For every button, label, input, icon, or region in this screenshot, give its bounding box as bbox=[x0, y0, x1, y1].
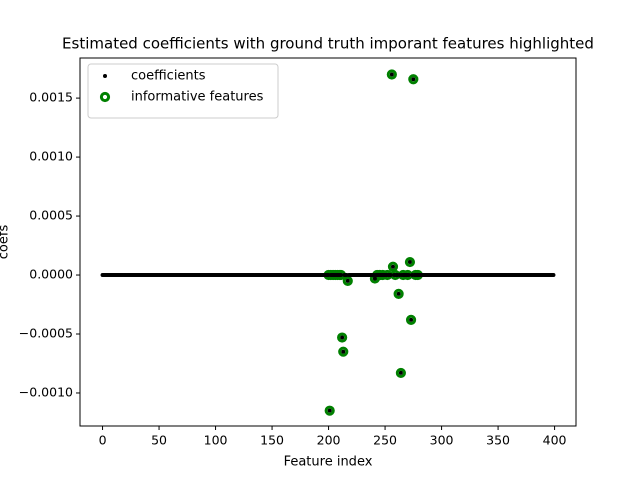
ring-marker bbox=[387, 261, 399, 272]
x-tick-label: 400 bbox=[543, 433, 567, 448]
dot-marker bbox=[340, 335, 345, 340]
legend-label: coefficients bbox=[131, 69, 206, 84]
ring-marker bbox=[338, 346, 349, 357]
dot-marker bbox=[372, 276, 377, 281]
ring-marker bbox=[404, 256, 416, 268]
y-tick-label: 0.0000 bbox=[29, 267, 73, 282]
dot-marker bbox=[407, 260, 412, 265]
dot-marker bbox=[327, 408, 332, 413]
dot-marker bbox=[406, 273, 411, 278]
dot-marker bbox=[103, 74, 107, 78]
dot-marker bbox=[398, 370, 403, 375]
dot-marker bbox=[551, 273, 556, 278]
dot-marker bbox=[409, 317, 414, 322]
x-tick-label: 300 bbox=[430, 433, 454, 448]
ring-marker bbox=[386, 69, 397, 80]
dot-marker bbox=[345, 278, 350, 283]
x-axis-label: Feature index bbox=[284, 455, 373, 470]
dot-marker bbox=[389, 72, 394, 77]
y-axis-label: coefs bbox=[0, 225, 12, 260]
dot-marker bbox=[388, 273, 393, 278]
ring-marker bbox=[408, 74, 419, 85]
y-tick-label: 0.0015 bbox=[29, 90, 73, 105]
ring-marker bbox=[324, 405, 335, 416]
y-tick-label: −0.0005 bbox=[19, 326, 73, 341]
legend-box bbox=[87, 63, 279, 119]
dot-marker bbox=[338, 273, 343, 278]
dot-marker bbox=[396, 291, 401, 296]
x-tick-label: 200 bbox=[317, 433, 341, 448]
x-tick-label: 350 bbox=[486, 433, 510, 448]
ring-marker bbox=[395, 367, 406, 379]
y-tick-label: −0.0010 bbox=[19, 384, 73, 399]
y-tick-label: 0.0010 bbox=[29, 149, 73, 164]
plot-frame bbox=[79, 57, 577, 427]
ring-marker bbox=[342, 275, 353, 287]
ring-marker bbox=[337, 332, 348, 343]
chart-title: Estimated coefficients with ground truth… bbox=[62, 35, 594, 53]
y-tick-label: 0.0005 bbox=[29, 208, 73, 223]
ring-marker bbox=[99, 91, 111, 103]
x-tick-label: 250 bbox=[373, 433, 397, 448]
x-tick-label: 150 bbox=[260, 433, 284, 448]
dot-marker bbox=[390, 264, 395, 269]
x-tick-label: 50 bbox=[151, 433, 167, 448]
x-tick-label: 0 bbox=[99, 433, 107, 448]
legend-label: informative features bbox=[131, 90, 264, 105]
dot-marker bbox=[411, 77, 416, 82]
x-tick-label: 100 bbox=[204, 433, 228, 448]
dot-marker bbox=[341, 349, 346, 354]
ring-marker bbox=[393, 288, 404, 299]
ring-marker bbox=[405, 314, 417, 325]
